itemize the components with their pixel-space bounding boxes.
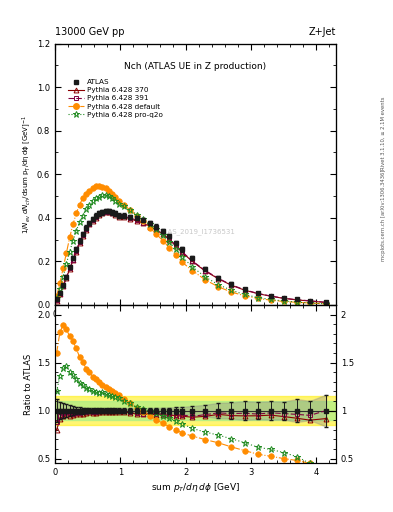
Text: Nch (ATLAS UE in Z production): Nch (ATLAS UE in Z production)	[125, 62, 266, 71]
Text: mcplots.cern.ch [arXiv:1306.3436]: mcplots.cern.ch [arXiv:1306.3436]	[381, 169, 386, 261]
Text: 13000 GeV pp: 13000 GeV pp	[55, 27, 125, 37]
Text: ATLAS_2019_I1736531: ATLAS_2019_I1736531	[156, 228, 235, 235]
Text: Rivet 3.1.10, ≥ 2.1M events: Rivet 3.1.10, ≥ 2.1M events	[381, 96, 386, 170]
Bar	[55, 401, 336, 420]
Y-axis label: $1/N_{ev}\;dN_{ch}/\rm{dsum}\;p_T/d\eta\,d\phi\;[\rm{GeV}]^{-1}$: $1/N_{ev}\;dN_{ch}/\rm{dsum}\;p_T/d\eta\…	[20, 115, 33, 234]
X-axis label: sum $p_T/d\eta\,d\phi$ [GeV]: sum $p_T/d\eta\,d\phi$ [GeV]	[151, 481, 240, 495]
Legend: ATLAS, Pythia 6.428 370, Pythia 6.428 391, Pythia 6.428 default, Pythia 6.428 pr: ATLAS, Pythia 6.428 370, Pythia 6.428 39…	[65, 76, 166, 120]
Text: Z+Jet: Z+Jet	[309, 27, 336, 37]
Y-axis label: Ratio to ATLAS: Ratio to ATLAS	[24, 353, 33, 415]
Bar	[55, 396, 336, 425]
